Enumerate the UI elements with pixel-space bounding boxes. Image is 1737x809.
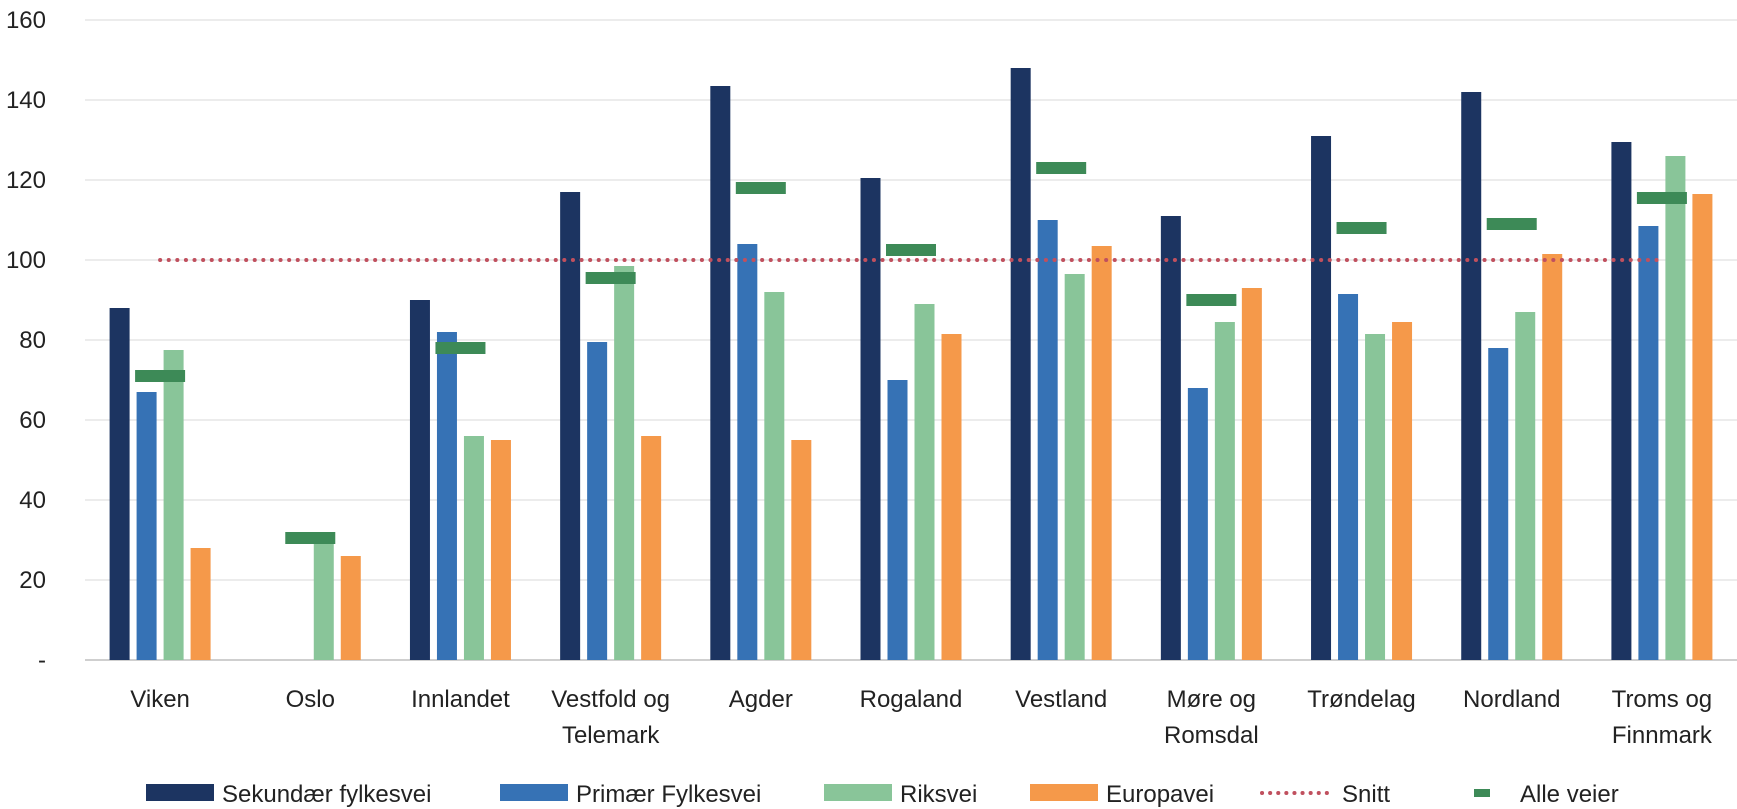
y-tick-label: 100	[6, 247, 46, 274]
legend-swatch	[1030, 784, 1098, 801]
x-tick-label: Trøndelag	[1307, 686, 1416, 713]
legend-swatch	[824, 784, 892, 801]
legend: Sekundær fylkesvei Primær Fylkesvei Riksve…	[146, 781, 1619, 808]
x-tick-label: Viken	[130, 686, 190, 713]
bar	[737, 244, 758, 660]
x-tick-label: Oslo	[286, 686, 335, 713]
legend-label: Sekundær fylkesvei	[222, 781, 431, 808]
all-roads-marker	[735, 182, 786, 194]
y-tick-label: 40	[19, 487, 46, 514]
bar	[1091, 246, 1112, 660]
bar	[791, 440, 812, 660]
bar	[1241, 288, 1262, 660]
bar	[1461, 92, 1482, 660]
bar	[1692, 194, 1713, 660]
bar	[1542, 254, 1563, 660]
bar	[163, 350, 184, 660]
bar	[313, 536, 334, 660]
bar	[1365, 334, 1386, 660]
bar	[190, 548, 211, 660]
all-roads-marker	[585, 272, 636, 284]
bar	[1160, 216, 1181, 660]
bar	[1010, 68, 1031, 660]
bar	[710, 86, 731, 660]
y-tick-label: 120	[6, 167, 46, 194]
bar	[1638, 226, 1659, 660]
all-roads-marker	[1636, 192, 1687, 204]
all-roads-marker	[1036, 162, 1087, 174]
bar	[560, 192, 581, 660]
bar	[764, 292, 785, 660]
bar	[941, 334, 962, 660]
y-tick-label: 140	[6, 87, 46, 114]
bar	[436, 332, 457, 660]
bar	[860, 178, 881, 660]
bar	[109, 308, 130, 660]
bar	[340, 556, 361, 660]
bar	[587, 342, 608, 660]
all-roads-marker	[435, 342, 486, 354]
bar	[409, 300, 430, 660]
bar	[1311, 136, 1332, 660]
x-tick-label: Innlandet	[411, 686, 510, 713]
legend-label: Riksvei	[900, 781, 977, 808]
y-tick-label: 160	[6, 7, 46, 34]
bar	[1665, 156, 1686, 660]
x-axis: Viken Oslo Innlandet Vestfold og Telemark Agd…	[130, 686, 1713, 749]
y-tick-label: 80	[19, 327, 46, 354]
x-tick-label: Møre og Romsdal	[1164, 686, 1259, 749]
x-tick-label: Nordland	[1463, 686, 1560, 713]
bar	[887, 380, 908, 660]
legend-label: Snitt	[1342, 781, 1390, 808]
y-tick-label: 60	[19, 407, 46, 434]
bar	[1392, 322, 1413, 660]
x-tick-label: Rogaland	[860, 686, 963, 713]
y-tick-label: 20	[19, 567, 46, 594]
legend-label: Europavei	[1106, 781, 1214, 808]
bar	[614, 266, 635, 660]
bar	[641, 436, 662, 660]
all-roads-marker	[1486, 218, 1537, 230]
bar	[1338, 294, 1359, 660]
all-roads-markers	[135, 162, 1687, 544]
y-axis: - 20 40 60 80 100 120 140 160	[6, 7, 46, 674]
bar	[1064, 274, 1085, 660]
x-tick-label: Vestfold og Telemark	[551, 686, 670, 749]
bar	[490, 440, 511, 660]
legend-swatch	[146, 784, 214, 801]
bars	[109, 68, 1713, 660]
bar	[1515, 312, 1536, 660]
bar	[1611, 142, 1632, 660]
bar	[914, 304, 935, 660]
bar	[463, 436, 484, 660]
legend-swatch	[1474, 789, 1490, 797]
all-roads-marker	[135, 370, 186, 382]
legend-label: Primær Fylkesvei	[576, 781, 761, 808]
x-tick-label: Troms og Finnmark	[1612, 686, 1713, 749]
all-roads-marker	[886, 244, 936, 256]
all-roads-marker	[285, 532, 336, 544]
y-tick-label: -	[38, 647, 46, 674]
all-roads-marker	[1336, 222, 1387, 234]
bar	[1214, 322, 1235, 660]
x-tick-label: Agder	[729, 686, 793, 713]
x-tick-label: Vestland	[1015, 686, 1107, 713]
legend-label: Alle veier	[1520, 781, 1619, 808]
bar	[136, 392, 157, 660]
bar	[1037, 220, 1058, 660]
all-roads-marker	[1186, 294, 1237, 306]
bar	[1488, 348, 1509, 660]
bar	[1187, 388, 1208, 660]
legend-swatch	[500, 784, 568, 801]
